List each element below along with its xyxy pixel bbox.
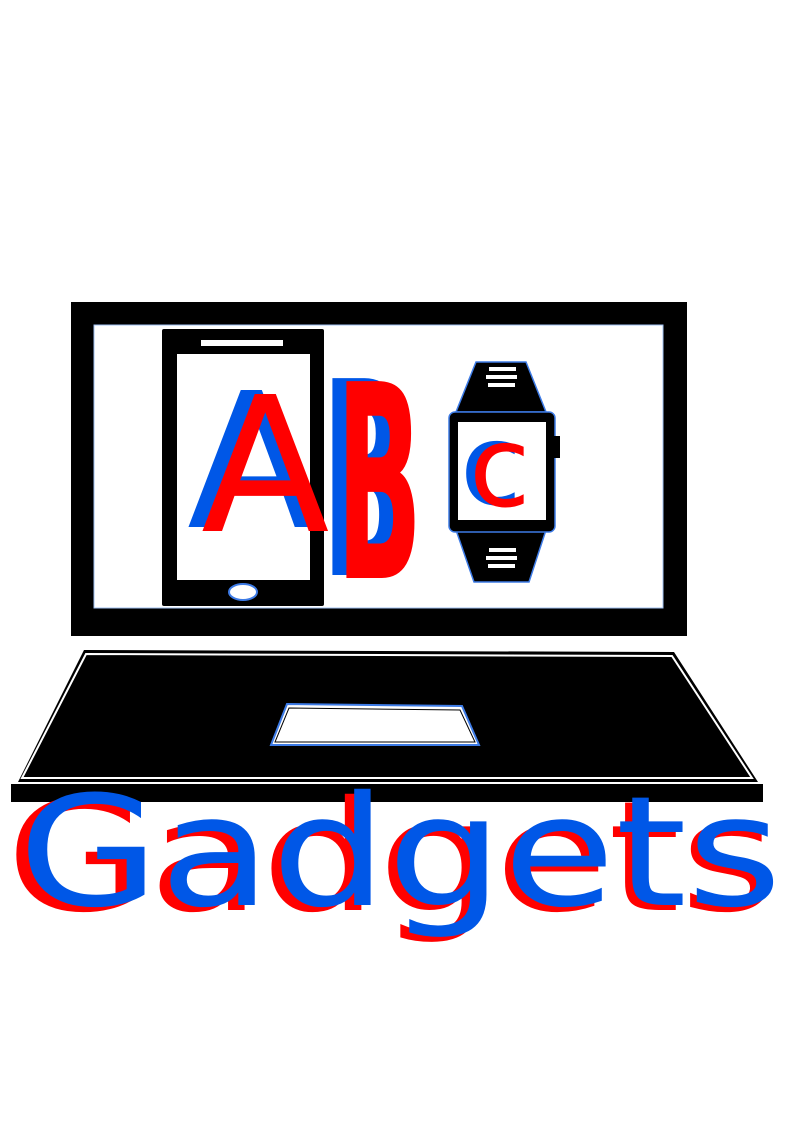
watch-face	[458, 422, 546, 520]
svg-text:B: B	[322, 325, 408, 639]
watch-crown	[554, 436, 560, 458]
smartwatch-icon	[448, 361, 560, 583]
svg-text:A: A	[187, 353, 316, 572]
laptop-base	[11, 784, 763, 802]
svg-text:Gadgets: Gadgets	[18, 764, 782, 942]
svg-text:Gadgets: Gadgets	[6, 769, 776, 947]
wordmark-gadgets: Gadgets Gadgets	[6, 764, 782, 947]
svg-text:c: c	[469, 403, 531, 533]
laptop-keyboard-deck-outline	[20, 652, 754, 779]
svg-text:A: A	[201, 357, 330, 576]
touchpad-icon	[269, 702, 481, 746]
letter-b: B B	[322, 325, 422, 642]
smartphone-icon	[162, 329, 324, 606]
letter-a: A A	[187, 353, 330, 576]
watch-strap-top-vents	[486, 367, 517, 387]
svg-text:B: B	[336, 328, 422, 642]
smartphone-home-button	[228, 583, 258, 601]
svg-text:c: c	[460, 401, 522, 531]
smartphone-speaker	[201, 340, 283, 346]
watch-strap-bottom-vents	[486, 548, 517, 568]
letter-c: c c	[460, 401, 531, 533]
